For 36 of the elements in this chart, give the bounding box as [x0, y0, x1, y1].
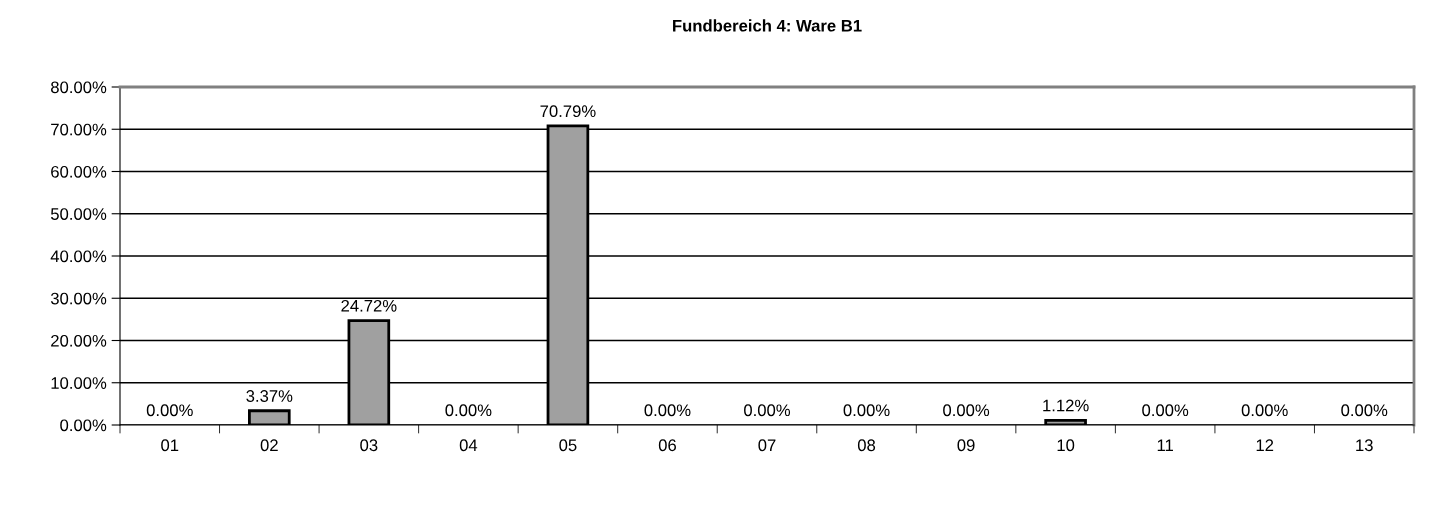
x-tick-label: 08	[857, 439, 876, 452]
x-tick-label: 02	[260, 439, 278, 452]
chart-title: Fundbereich 4: Ware B1	[673, 19, 862, 32]
x-tick-label: 10	[1057, 439, 1075, 452]
y-tick-label: 50.00%	[50, 208, 107, 220]
x-tick-label: 01	[161, 439, 179, 452]
x-tick-label: 06	[658, 439, 676, 452]
data-label: 0.00%	[445, 404, 492, 417]
data-label: 3.37%	[246, 390, 293, 402]
data-label: 70.79%	[540, 105, 596, 118]
data-label: 0.00%	[146, 404, 193, 417]
data-label: 0.00%	[1341, 404, 1388, 417]
data-label: 0.00%	[943, 404, 990, 417]
y-tick-label: 60.00%	[51, 165, 107, 178]
x-tick-label: 11	[1157, 439, 1173, 451]
y-tick-label: 70.00%	[51, 123, 107, 136]
y-tick-label: 80.00%	[51, 81, 107, 94]
x-tick-label: 12	[1256, 439, 1274, 451]
data-label: 0.00%	[843, 404, 890, 417]
y-tick-label: 40.00%	[50, 250, 107, 263]
x-tick-label: 09	[957, 439, 975, 452]
data-label: 0.00%	[1241, 404, 1288, 417]
data-label: 1.12%	[1043, 399, 1089, 412]
y-tick-label: 0.00%	[60, 419, 107, 432]
x-tick-label: 04	[459, 439, 478, 452]
x-tick-label: 03	[360, 439, 378, 452]
y-tick-label: 30.00%	[50, 292, 107, 305]
x-tick-label: 07	[758, 439, 776, 452]
y-tick-label: 20.00%	[51, 334, 107, 347]
y-tick-label: 10.00%	[51, 377, 107, 389]
data-label: 24.72%	[341, 299, 397, 312]
x-tick-label: 05	[559, 439, 577, 452]
data-label: 0.00%	[744, 404, 791, 417]
x-tick-label: 13	[1356, 439, 1373, 452]
data-label: 0.00%	[1142, 404, 1189, 417]
data-label: 0.00%	[644, 404, 691, 417]
